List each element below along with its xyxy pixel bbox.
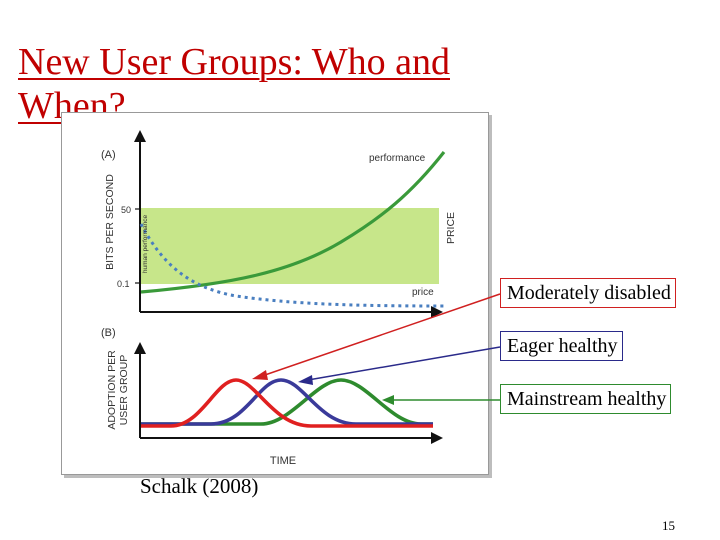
callout-eager-healthy: Eager healthy xyxy=(500,331,623,361)
panel-b-label: (B) xyxy=(101,327,116,339)
adoption-curve-blue xyxy=(141,378,433,426)
price-axis-label: PRICE xyxy=(445,212,457,244)
adoption-figure: (A) BITS PER SECOND 50 0.1 human perform… xyxy=(101,130,457,467)
panel-a-y-arrow xyxy=(134,130,146,142)
price-curve xyxy=(139,223,445,308)
citation: Schalk (2008) xyxy=(140,474,259,498)
tick-50-label: 50 xyxy=(121,205,131,215)
band-label: human performance xyxy=(142,215,149,274)
performance-curve-label: performance xyxy=(369,153,426,164)
slide-title: New User Groups: Who and When? xyxy=(18,41,450,127)
panel-a-y-axis-label: BITS PER SECOND xyxy=(104,174,116,270)
panel-b-x-axis-label: TIME xyxy=(270,455,296,467)
page-number: 15 xyxy=(662,518,675,533)
adoption-curve-red xyxy=(141,378,433,428)
panel-b-x-arrow xyxy=(431,432,443,444)
price-curve-label: price xyxy=(412,287,434,298)
panel-b-y-axis-label-line1: ADOPTION PER xyxy=(106,350,118,430)
panel-b-y-arrow xyxy=(134,342,146,354)
callout-mainstream-healthy: Mainstream healthy xyxy=(500,384,672,414)
panel-a-x-arrow xyxy=(431,306,443,318)
tick-0-1-label: 0.1 xyxy=(117,279,130,289)
human-performance-band xyxy=(141,208,439,284)
panel-a-label: (A) xyxy=(101,149,116,161)
performance-curve xyxy=(140,151,446,294)
callout-moderately-disabled: Moderately disabled xyxy=(500,278,676,308)
panel-b-y-axis-label-line2: USER GROUP xyxy=(118,355,130,426)
